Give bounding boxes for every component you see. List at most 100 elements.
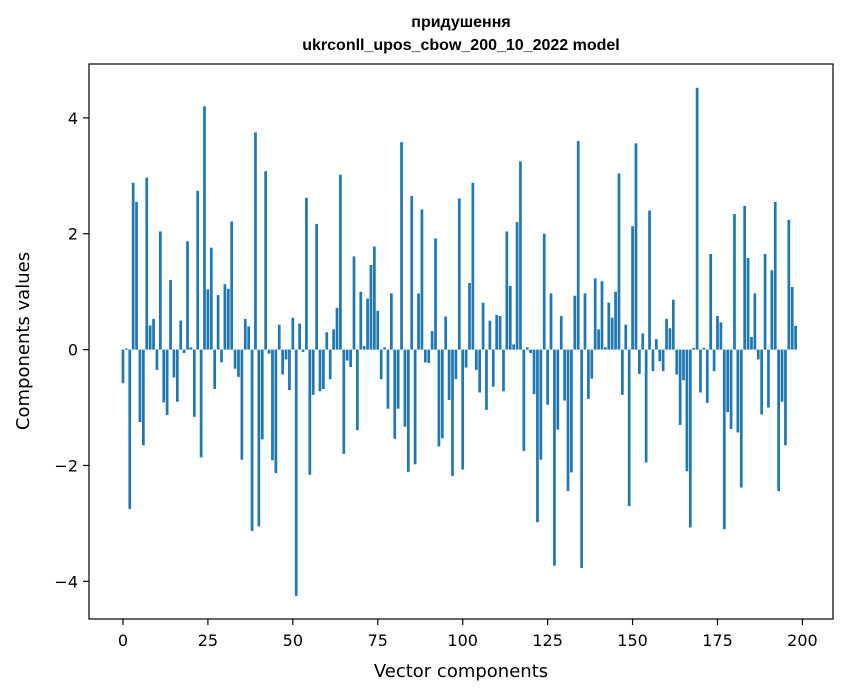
bar-124 [542, 233, 546, 350]
bar-119 [525, 347, 529, 350]
bar-84 [406, 349, 410, 472]
bar-113 [505, 231, 509, 350]
x-tick-label: 150 [617, 631, 648, 650]
bar-182 [739, 349, 743, 488]
x-tick-label: 200 [787, 631, 818, 650]
bar-95 [444, 316, 448, 350]
bar-31 [226, 288, 230, 350]
bar-115 [512, 344, 516, 350]
bar-32 [230, 221, 234, 350]
bar-56 [311, 349, 315, 395]
bar-185 [750, 336, 753, 350]
bar-187 [756, 349, 760, 360]
bar-49 [288, 349, 291, 391]
bar-177 [722, 349, 726, 530]
bar-132 [570, 349, 573, 473]
bar-47 [281, 349, 284, 375]
bar-167 [688, 349, 692, 528]
bar-109 [491, 349, 495, 387]
bar-190 [767, 349, 770, 408]
bar-40 [257, 349, 261, 527]
chart-title-line-1: придушення [411, 14, 510, 31]
x-tick-label: 75 [368, 631, 388, 650]
bar-186 [753, 293, 757, 350]
bar-169 [695, 87, 699, 350]
bar-151 [634, 143, 638, 350]
bar-79 [390, 293, 393, 350]
bar-0 [121, 349, 125, 384]
bar-46 [277, 324, 281, 350]
bar-80 [393, 349, 397, 439]
bar-96 [447, 349, 451, 401]
bar-73 [369, 265, 373, 350]
bar-107 [485, 349, 488, 410]
bar-2 [128, 349, 132, 509]
bar-71 [362, 346, 366, 350]
x-axis-label: Vector components [374, 661, 548, 682]
y-tick-label: 2 [68, 225, 78, 244]
bar-99 [457, 198, 461, 350]
bar-77 [383, 347, 386, 350]
x-tick-label: 25 [198, 631, 218, 650]
bar-134 [576, 141, 580, 350]
bar-series [121, 87, 797, 596]
bar-142 [604, 347, 607, 350]
bar-163 [675, 349, 679, 375]
bar-59 [322, 349, 325, 389]
bar-102 [468, 282, 471, 350]
bar-22 [196, 190, 200, 350]
bar-196 [787, 219, 791, 350]
bar-78 [386, 349, 390, 409]
y-axis-label: Components values [13, 252, 34, 430]
bar-38 [250, 349, 254, 531]
bar-33 [233, 349, 237, 369]
x-tick-label: 0 [118, 631, 128, 650]
bar-146 [617, 173, 621, 350]
bar-149 [627, 349, 631, 507]
bar-60 [325, 332, 329, 350]
bar-90 [427, 349, 431, 363]
bar-67 [349, 349, 352, 367]
bar-173 [709, 254, 713, 350]
bar-43 [267, 349, 271, 354]
bar-176 [719, 322, 723, 350]
bar-180 [733, 214, 736, 350]
bar-104 [474, 349, 478, 370]
bar-74 [373, 246, 376, 350]
bar-34 [237, 349, 240, 377]
x-tick-label: 175 [702, 631, 733, 650]
bar-184 [746, 258, 750, 350]
bar-6 [142, 349, 145, 446]
bar-88 [420, 209, 424, 350]
bar-57 [315, 223, 318, 350]
bar-189 [763, 254, 767, 350]
bar-143 [607, 302, 611, 350]
bar-55 [308, 349, 312, 475]
bar-53 [301, 349, 305, 352]
bar-26 [209, 247, 213, 350]
bar-160 [665, 318, 668, 350]
bar-94 [440, 349, 444, 439]
bar-13 [165, 349, 169, 416]
bar-66 [345, 349, 349, 361]
bar-39 [254, 132, 257, 350]
bar-122 [536, 349, 539, 523]
bar-23 [199, 349, 203, 458]
bar-165 [682, 349, 685, 381]
bar-65 [342, 349, 346, 454]
bar-76 [379, 349, 383, 380]
bar-130 [563, 349, 566, 401]
bar-179 [729, 349, 733, 429]
bar-129 [559, 316, 563, 350]
bar-19 [186, 241, 189, 350]
bar-97 [451, 349, 454, 476]
bar-25 [206, 289, 210, 350]
bar-37 [247, 326, 251, 350]
bar-144 [610, 317, 614, 350]
bar-171 [702, 347, 706, 350]
bar-195 [784, 349, 787, 446]
y-tick-label: 4 [68, 109, 78, 128]
bar-81 [396, 349, 400, 409]
bar-183 [743, 205, 747, 350]
bar-62 [332, 329, 335, 350]
